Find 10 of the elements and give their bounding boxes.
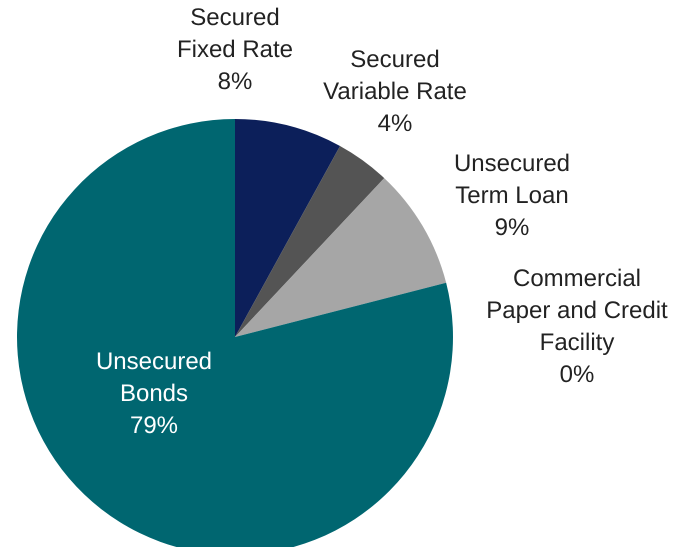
data-label: 79% [130, 412, 178, 439]
slice-label: Unsecured Bonds [96, 348, 212, 407]
data-label: 9% [494, 214, 530, 241]
data-label: 8% [218, 68, 252, 95]
slice-label: Secured Variable Rate [323, 46, 467, 105]
slice-label: Secured Fixed Rate [176, 4, 294, 63]
slice-label: Unsecured Term Loan [454, 150, 570, 209]
data-label: 4% [378, 110, 412, 137]
text: 0% [560, 361, 594, 388]
category-label: Commercial Paper and Credit Facility [486, 265, 668, 356]
